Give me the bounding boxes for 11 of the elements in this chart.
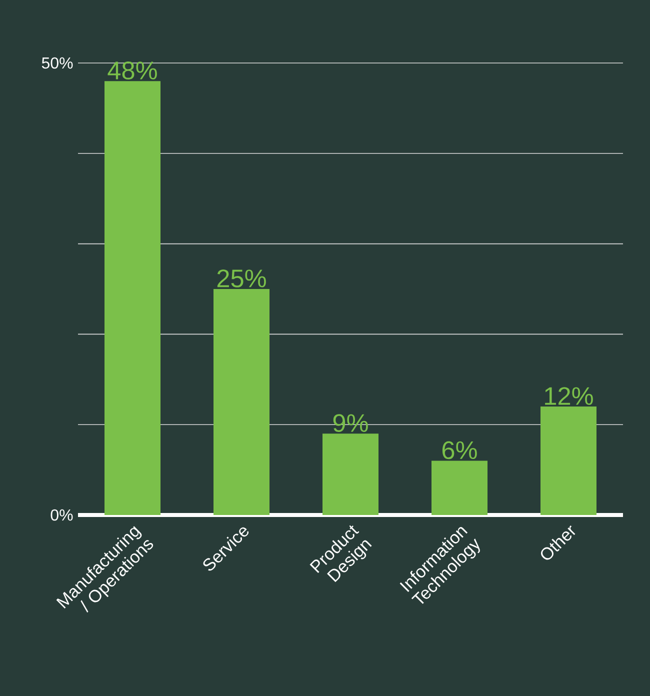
data-label: 25% bbox=[217, 269, 266, 288]
y-tick-label: 50% bbox=[42, 57, 73, 69]
data-label: 12% bbox=[545, 387, 593, 405]
y-tick-label: 0% bbox=[50, 509, 73, 521]
data-label: 6% bbox=[442, 441, 477, 460]
data-label: 48% bbox=[108, 62, 157, 80]
bar bbox=[540, 406, 596, 515]
bar bbox=[322, 434, 378, 515]
bar bbox=[214, 289, 270, 515]
bar bbox=[104, 81, 160, 515]
bar bbox=[432, 460, 488, 515]
